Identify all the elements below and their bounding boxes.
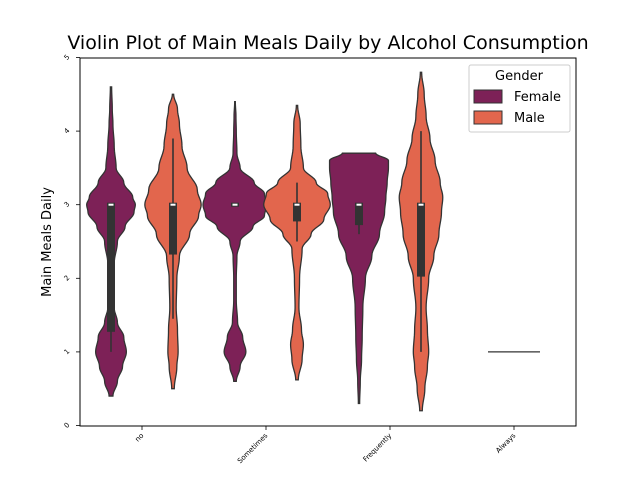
y-tick-label: 3 <box>63 200 72 209</box>
legend-title: Gender <box>495 69 544 84</box>
x-axis: no Sometimes Frequently Always <box>134 426 518 465</box>
violin-iqr-box <box>355 202 363 226</box>
violin-body <box>328 152 390 405</box>
violin-iqr-box <box>293 202 301 222</box>
violin-male-frequently <box>398 71 444 412</box>
legend-label-female: Female <box>514 90 561 105</box>
y-tick-label: 1 <box>63 347 72 356</box>
x-tick-label: no <box>134 432 146 444</box>
violin-body <box>263 104 331 381</box>
y-tick-label: 2 <box>63 274 72 283</box>
y-tick-label: 0 <box>63 421 72 430</box>
violin-female-no <box>86 86 136 397</box>
y-axis: 0 1 2 3 4 5 <box>63 53 80 430</box>
x-tick-label: Sometimes <box>236 432 270 466</box>
violin-male-no <box>144 93 202 390</box>
violin-median <box>418 203 424 206</box>
violin-median <box>356 203 362 206</box>
violin-median <box>108 203 114 206</box>
legend: Gender Female Male <box>468 64 571 133</box>
violin-body <box>202 101 268 382</box>
violin-median <box>294 203 300 206</box>
x-tick-label: Frequently <box>362 432 394 464</box>
x-tick-label: Always <box>494 432 517 455</box>
violin-female-frequently <box>328 152 390 405</box>
y-tick-label: 4 <box>63 126 72 135</box>
violin-iqr-box <box>107 202 115 332</box>
legend-swatch-female <box>473 89 503 104</box>
plot-frame <box>79 57 577 427</box>
violin-female-sometimes <box>202 101 268 382</box>
plot-area <box>86 71 540 412</box>
legend-label-male: Male <box>514 111 545 126</box>
y-axis-label: Main Meals Daily <box>40 187 55 297</box>
y-tick-label: 5 <box>63 53 72 62</box>
violin-male-sometimes <box>263 104 331 381</box>
violin-iqr-box <box>417 202 425 277</box>
chart-title: Violin Plot of Main Meals Daily by Alcoh… <box>67 32 588 54</box>
violin-median <box>232 203 238 206</box>
violin-iqr-box <box>169 202 177 255</box>
legend-swatch-male <box>473 110 503 125</box>
violin-median <box>170 203 176 206</box>
